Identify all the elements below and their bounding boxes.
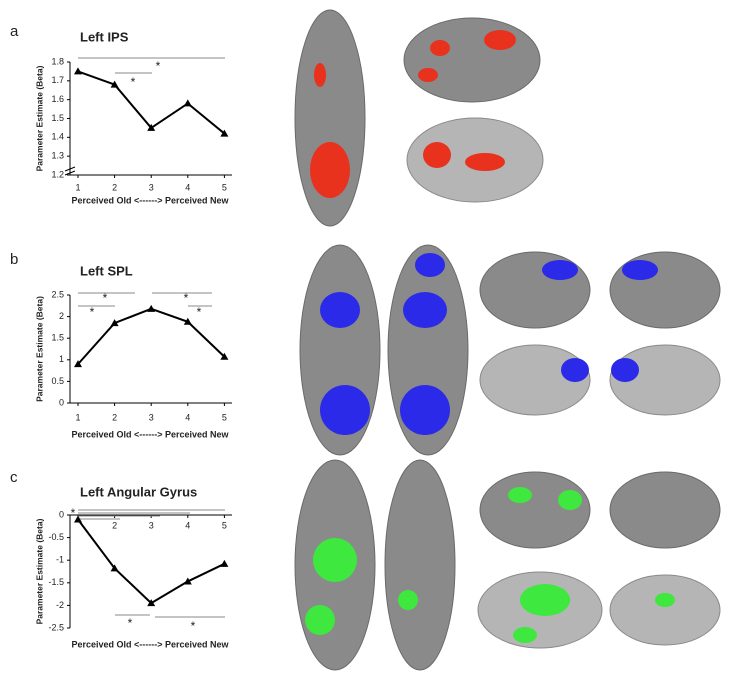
data-point xyxy=(74,67,82,75)
y-tick-label: 1 xyxy=(59,354,64,364)
y-tick-label: 0 xyxy=(59,509,64,519)
brain-images-b xyxy=(299,244,721,456)
significance-star: * xyxy=(131,75,136,89)
panel-label: b xyxy=(10,251,18,268)
y-axis-label: Parameter Estimate (Beta) xyxy=(34,65,44,171)
panel-label: c xyxy=(10,469,18,486)
data-point xyxy=(74,360,82,368)
data-point xyxy=(74,515,82,523)
x-tick-label: 3 xyxy=(149,182,154,192)
x-tick-label: 1 xyxy=(75,182,80,192)
x-tick-label: 5 xyxy=(222,182,227,192)
data-point xyxy=(220,559,229,567)
y-tick-label: -0.5 xyxy=(48,532,64,542)
x-tick-label: 3 xyxy=(149,520,154,530)
x-tick-label: 5 xyxy=(222,412,227,422)
x-tick-label: 1 xyxy=(75,412,80,422)
y-tick-label: 1.6 xyxy=(51,94,64,104)
x-tick-label: 4 xyxy=(185,520,190,530)
y-tick-label: 1.3 xyxy=(51,151,64,161)
chart-title: Left Angular Gyrus xyxy=(80,484,197,499)
significance-star: * xyxy=(156,59,161,73)
data-point xyxy=(147,599,156,607)
x-tick-label: 4 xyxy=(185,412,190,422)
chart-title: Left SPL xyxy=(80,263,133,278)
y-axis-label: Parameter Estimate (Beta) xyxy=(34,296,44,402)
axis-break xyxy=(64,170,76,176)
x-tick-label: 5 xyxy=(222,520,227,530)
x-tick-label: 4 xyxy=(185,182,190,192)
significance-star: * xyxy=(90,305,95,319)
x-axis-label: Perceived Old <------> Perceived New xyxy=(71,429,229,439)
data-point xyxy=(183,317,192,325)
data-line xyxy=(77,307,226,365)
significance-star: * xyxy=(191,619,196,633)
y-tick-label: -1.5 xyxy=(48,577,64,587)
data-point xyxy=(110,80,119,88)
y-axis-label: Parameter Estimate (Beta) xyxy=(34,518,44,624)
y-tick-label: 2.5 xyxy=(51,289,64,299)
y-tick-label: 0.5 xyxy=(51,376,64,386)
brain-images-c xyxy=(294,459,721,671)
data-point xyxy=(183,577,192,585)
x-tick-label: 2 xyxy=(112,182,117,192)
axis-break xyxy=(64,166,76,172)
data-point xyxy=(110,319,119,327)
data-point xyxy=(110,564,119,572)
chart-title: Left IPS xyxy=(80,29,129,44)
y-tick-label: 1.5 xyxy=(51,333,64,343)
y-tick-label: 1.4 xyxy=(51,132,64,142)
x-axis-label: Perceived Old <------> Perceived New xyxy=(71,639,229,649)
y-tick-label: 1.5 xyxy=(51,113,64,123)
significance-star: * xyxy=(71,506,76,520)
significance-star: * xyxy=(128,616,133,630)
x-tick-label: 3 xyxy=(149,412,154,422)
y-tick-label: 1.7 xyxy=(51,75,64,85)
significance-star: * xyxy=(103,291,108,305)
y-tick-label: 1.8 xyxy=(51,56,64,66)
x-tick-label: 2 xyxy=(112,412,117,422)
data-point xyxy=(147,304,156,312)
y-tick-label: 2 xyxy=(59,311,64,321)
data-point xyxy=(183,99,192,107)
y-tick-label: 1.2 xyxy=(51,169,64,179)
significance-star: * xyxy=(184,291,189,305)
data-point xyxy=(220,352,229,360)
panel-label: a xyxy=(10,23,19,40)
brain-images-a xyxy=(294,9,544,227)
data-line xyxy=(77,518,225,605)
y-tick-label: -1 xyxy=(56,555,64,565)
x-axis-label: Perceived Old <------> Perceived New xyxy=(71,195,229,205)
y-tick-label: -2.5 xyxy=(48,622,64,632)
data-point xyxy=(220,129,229,137)
y-tick-label: 0 xyxy=(59,397,64,407)
significance-star: * xyxy=(197,305,202,319)
data-point xyxy=(147,123,156,131)
y-tick-label: -2 xyxy=(56,600,64,610)
x-tick-label: 2 xyxy=(112,520,117,530)
